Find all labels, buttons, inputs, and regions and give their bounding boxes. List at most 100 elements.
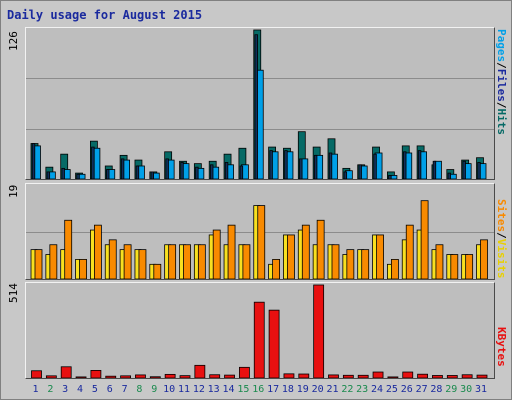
visits-bar — [257, 205, 266, 279]
sites-visits-chart — [26, 200, 494, 279]
visits-bar — [138, 249, 147, 279]
kbytes-bar — [164, 373, 176, 378]
pages-bar — [224, 162, 229, 179]
visits-bar — [450, 254, 459, 279]
pages-bar — [358, 164, 362, 179]
top-panel-max-label: 126 — [7, 31, 20, 51]
day-tick-label: 10 — [163, 384, 176, 395]
pages-bar — [477, 162, 481, 179]
day-tick-label: 22 — [341, 384, 354, 395]
middle-panel-max-label: 19 — [7, 184, 20, 198]
day-tick-label: 6 — [106, 384, 113, 395]
pages-bar — [195, 166, 199, 179]
visits-bar — [301, 224, 310, 279]
day-tick-label: 28 — [430, 384, 443, 395]
day-tick-label: 29 — [445, 384, 458, 395]
pages-bar — [417, 150, 422, 179]
visits-bar — [316, 219, 325, 279]
day-tick-label: 27 — [415, 384, 428, 395]
kbytes-bar — [461, 374, 473, 378]
legend-sites: Sites — [495, 199, 508, 233]
pages-bar — [31, 143, 36, 179]
kbytes-bar — [209, 374, 221, 378]
kbytes-bar — [328, 374, 339, 378]
legend-pages: Pages — [495, 29, 508, 63]
kbytes-bar — [45, 375, 57, 378]
pages-files-hits-chart — [26, 29, 494, 179]
day-tick-label: 17 — [267, 384, 280, 395]
kbytes-bar — [238, 366, 250, 378]
kbytes-bar — [446, 375, 458, 378]
pages-bar — [135, 165, 140, 179]
visits-bar — [168, 244, 177, 279]
kbytes-bar — [342, 374, 354, 378]
day-tick-label: 18 — [281, 384, 294, 395]
kbytes-bar — [372, 371, 384, 378]
pages-bar — [313, 154, 318, 179]
pages-bar — [239, 165, 244, 179]
legend-sep-2: / — [495, 101, 508, 109]
kbytes-bar — [135, 374, 146, 378]
kbytes-bar — [387, 376, 399, 378]
legend-hits: Hits — [495, 108, 508, 136]
kbytes-bar — [283, 373, 295, 378]
day-tick-label: 3 — [62, 384, 69, 395]
pages-bar — [373, 153, 377, 179]
legend-sep-3: / — [495, 232, 508, 239]
pages-bar — [254, 34, 258, 179]
visits-bar — [376, 234, 384, 279]
bottom-panel-max-label: 514 — [7, 283, 20, 303]
day-tick-label: 5 — [91, 384, 98, 395]
kbytes-bar — [432, 375, 443, 378]
visits-bar — [405, 224, 414, 279]
legend-kbytes: KBytes — [495, 327, 508, 367]
bottom-panel-legend: KBytes — [495, 327, 508, 367]
visits-bar — [287, 234, 295, 279]
visits-bar — [420, 200, 429, 279]
visits-bar — [64, 219, 73, 279]
pages-bar — [388, 175, 392, 179]
visits-bar — [153, 263, 162, 279]
sites-visits-panel — [25, 183, 495, 280]
day-tick-label: 12 — [192, 384, 205, 395]
kbytes-bar — [31, 370, 42, 378]
visits-bar — [123, 244, 132, 279]
pages-bar — [343, 171, 348, 179]
day-tick-label: 14 — [222, 384, 235, 395]
kbytes-bar — [357, 374, 369, 378]
kbytes-bar — [253, 301, 265, 378]
pages-bar — [180, 162, 184, 179]
kbytes-bar — [90, 370, 102, 378]
middle-panel-legend: Sites/Visits — [495, 199, 508, 279]
top-panel-legend: Pages/Files/Hits — [495, 29, 508, 135]
visits-bar — [331, 244, 340, 279]
kbytes-bar — [417, 373, 429, 378]
visits-bar — [435, 244, 444, 279]
kbytes-bar — [476, 374, 488, 378]
pages-bar — [46, 171, 51, 179]
day-tick-label: 30 — [460, 384, 473, 395]
pages-bar — [106, 169, 110, 179]
day-tick-label: 11 — [177, 384, 191, 395]
day-tick-label: 26 — [400, 384, 413, 395]
kbytes-bar — [402, 371, 414, 378]
day-tick-label: 19 — [296, 384, 309, 395]
day-tick-label: 7 — [121, 384, 128, 395]
visits-bar — [79, 259, 87, 279]
day-tick-label: 31 — [474, 384, 488, 395]
day-tick-label: 9 — [151, 384, 158, 395]
day-tick-label: 16 — [252, 384, 265, 395]
pages-bar — [403, 151, 407, 179]
visits-bar — [183, 244, 191, 279]
visits-bar — [227, 224, 236, 279]
pages-bar — [284, 150, 288, 179]
day-tick-label: 8 — [136, 384, 143, 395]
visits-bar — [108, 239, 117, 279]
visits-bar — [49, 244, 58, 279]
kbytes-bar — [75, 376, 87, 378]
kbytes-bar — [194, 364, 206, 378]
visits-bar — [361, 249, 370, 279]
kbytes-bar — [60, 366, 72, 378]
day-tick-label: 1 — [32, 384, 39, 395]
